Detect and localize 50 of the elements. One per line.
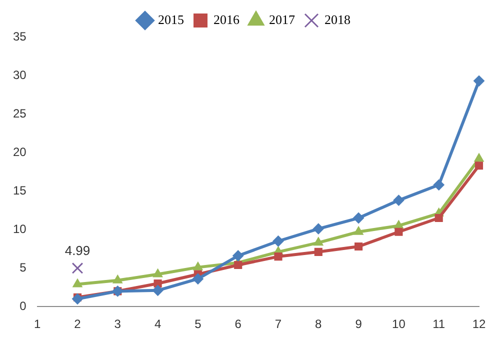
point bbox=[474, 162, 484, 170]
y-tick-label: 20 bbox=[12, 144, 27, 159]
y-tick-label: 5 bbox=[20, 260, 27, 274]
x-tick-label: 8 bbox=[315, 317, 322, 332]
point bbox=[234, 260, 242, 270]
x-tick-label: 1 bbox=[34, 317, 42, 332]
y-tick-label: 15 bbox=[12, 183, 27, 198]
point bbox=[72, 278, 82, 288]
point bbox=[272, 236, 284, 247]
point bbox=[312, 223, 324, 234]
point bbox=[193, 262, 203, 270]
point bbox=[72, 262, 84, 274]
x-tick-label: 4 bbox=[154, 317, 162, 332]
point bbox=[354, 242, 363, 251]
y-tick-label: 35 bbox=[12, 29, 27, 44]
x-tick-label: 12 bbox=[472, 317, 486, 332]
x-tick-label: 2 bbox=[74, 317, 82, 332]
point bbox=[474, 75, 484, 86]
x-tick-label: 6 bbox=[234, 317, 242, 332]
legend-label: 2018 bbox=[324, 12, 350, 27]
point bbox=[434, 214, 443, 222]
x-tick-label: 11 bbox=[432, 317, 446, 332]
point bbox=[112, 274, 122, 284]
point bbox=[394, 228, 403, 236]
point bbox=[474, 153, 484, 162]
y-tick-label: 10 bbox=[12, 222, 27, 236]
x-tick-label: 7 bbox=[274, 317, 282, 332]
x-tick-label: 3 bbox=[114, 317, 122, 332]
x-tick-label: 10 bbox=[392, 317, 406, 332]
x-tick-label: 9 bbox=[355, 317, 362, 332]
point bbox=[433, 179, 444, 190]
point bbox=[232, 250, 244, 262]
legend-label: 2016 bbox=[214, 12, 240, 27]
point bbox=[192, 273, 204, 284]
y-tick-label: 25 bbox=[12, 106, 27, 120]
point bbox=[314, 237, 324, 246]
y-tick-label: 0 bbox=[20, 298, 27, 313]
legend-label: 2015 bbox=[158, 12, 184, 27]
point bbox=[393, 194, 404, 206]
y-tick-label: 30 bbox=[12, 68, 27, 82]
point bbox=[353, 212, 364, 224]
point bbox=[152, 284, 164, 296]
legend-label: 2017 bbox=[269, 12, 296, 27]
point bbox=[274, 252, 282, 261]
point bbox=[152, 268, 163, 278]
data-label: 4.99 bbox=[64, 243, 90, 258]
point bbox=[314, 248, 322, 256]
point bbox=[354, 226, 364, 235]
x-tick-label: 5 bbox=[194, 317, 202, 332]
point bbox=[72, 293, 83, 304]
